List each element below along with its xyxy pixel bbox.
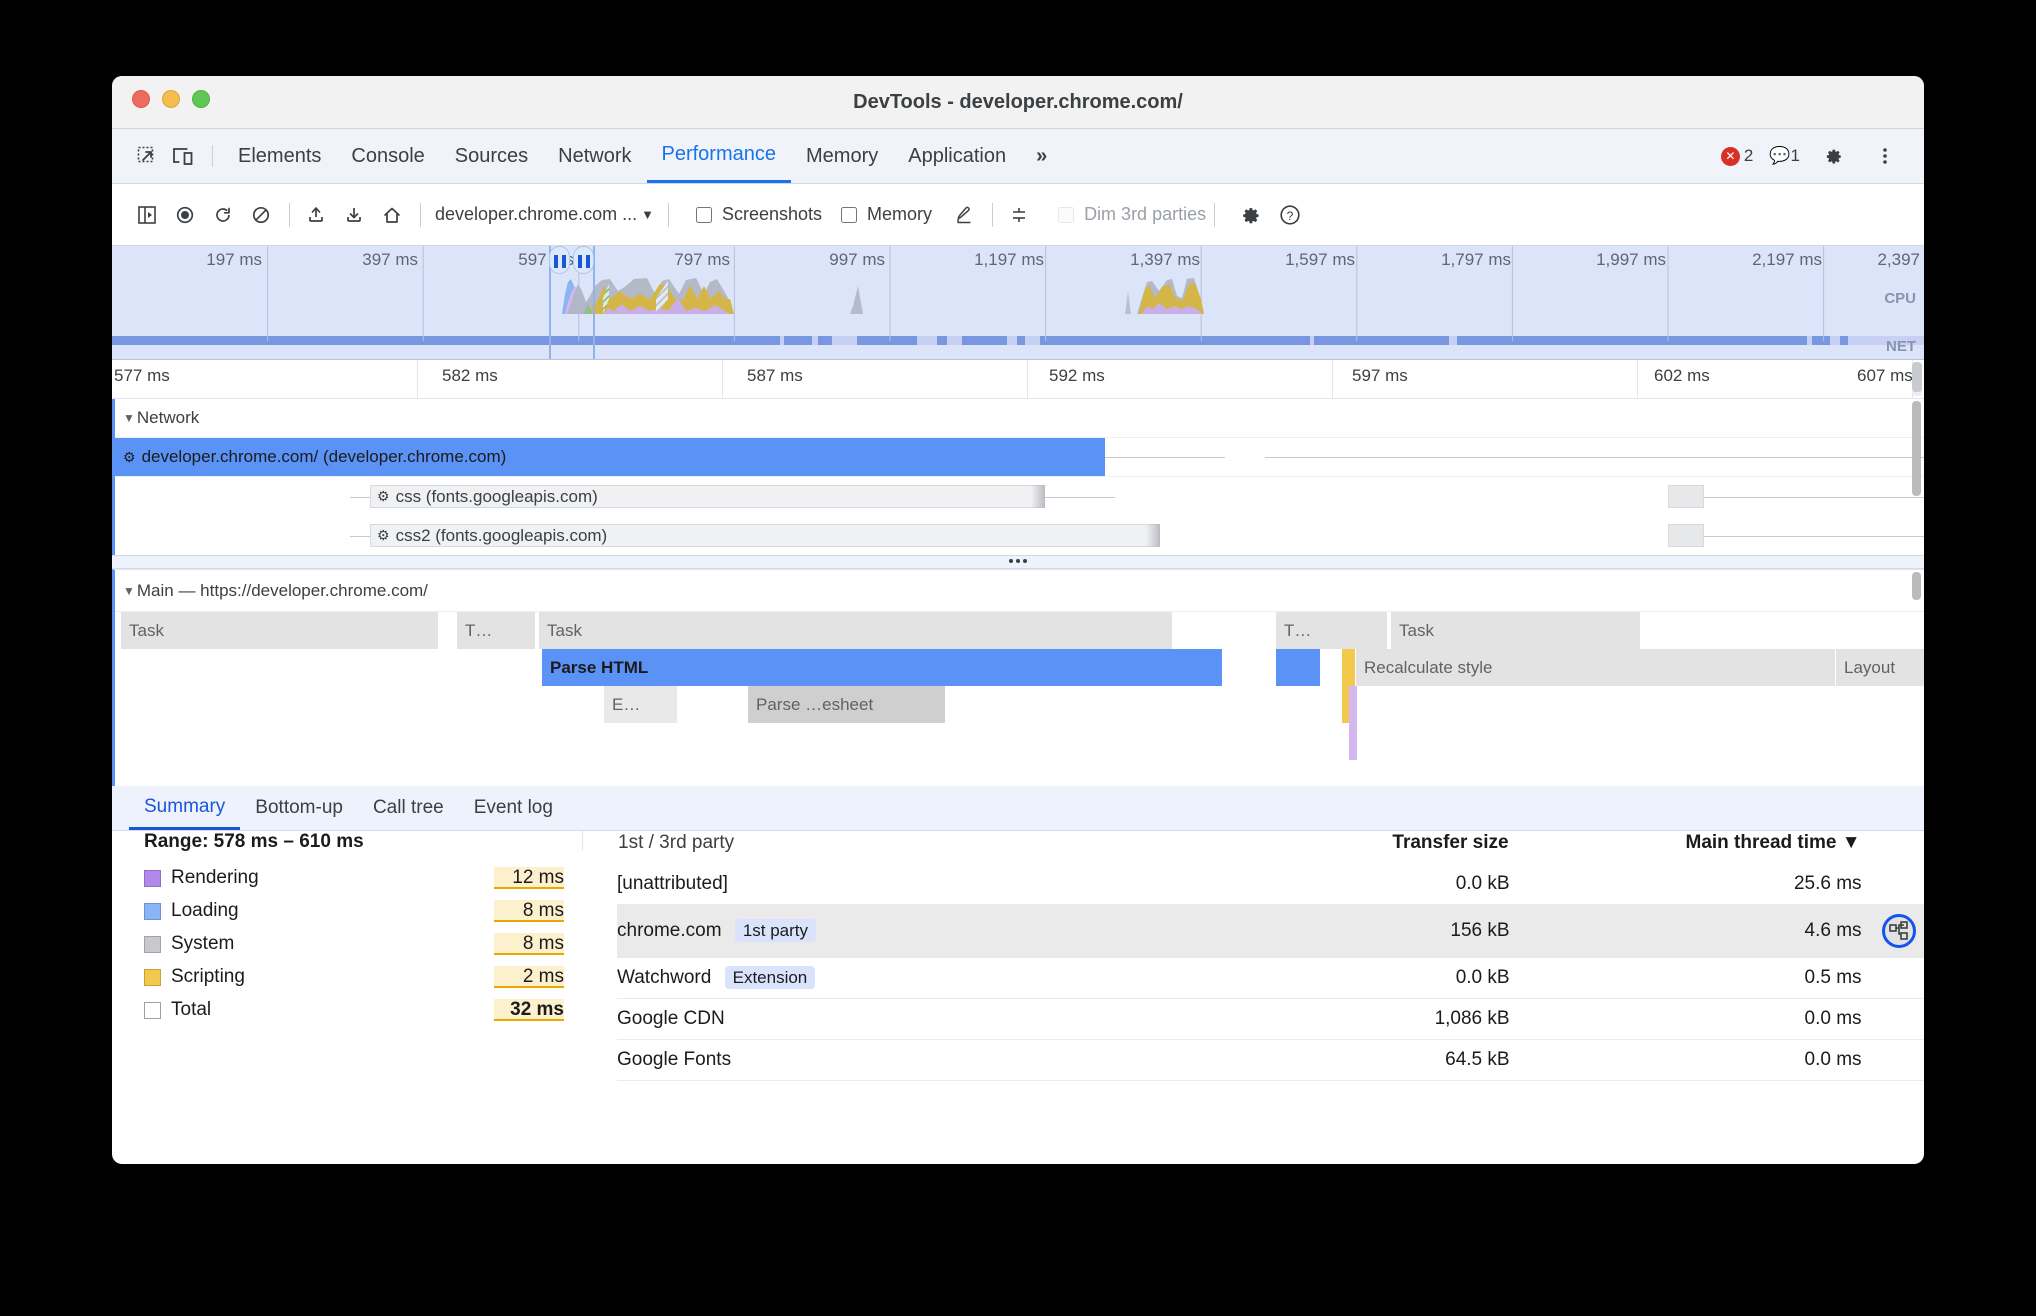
svg-text:?: ? <box>1287 208 1294 222</box>
